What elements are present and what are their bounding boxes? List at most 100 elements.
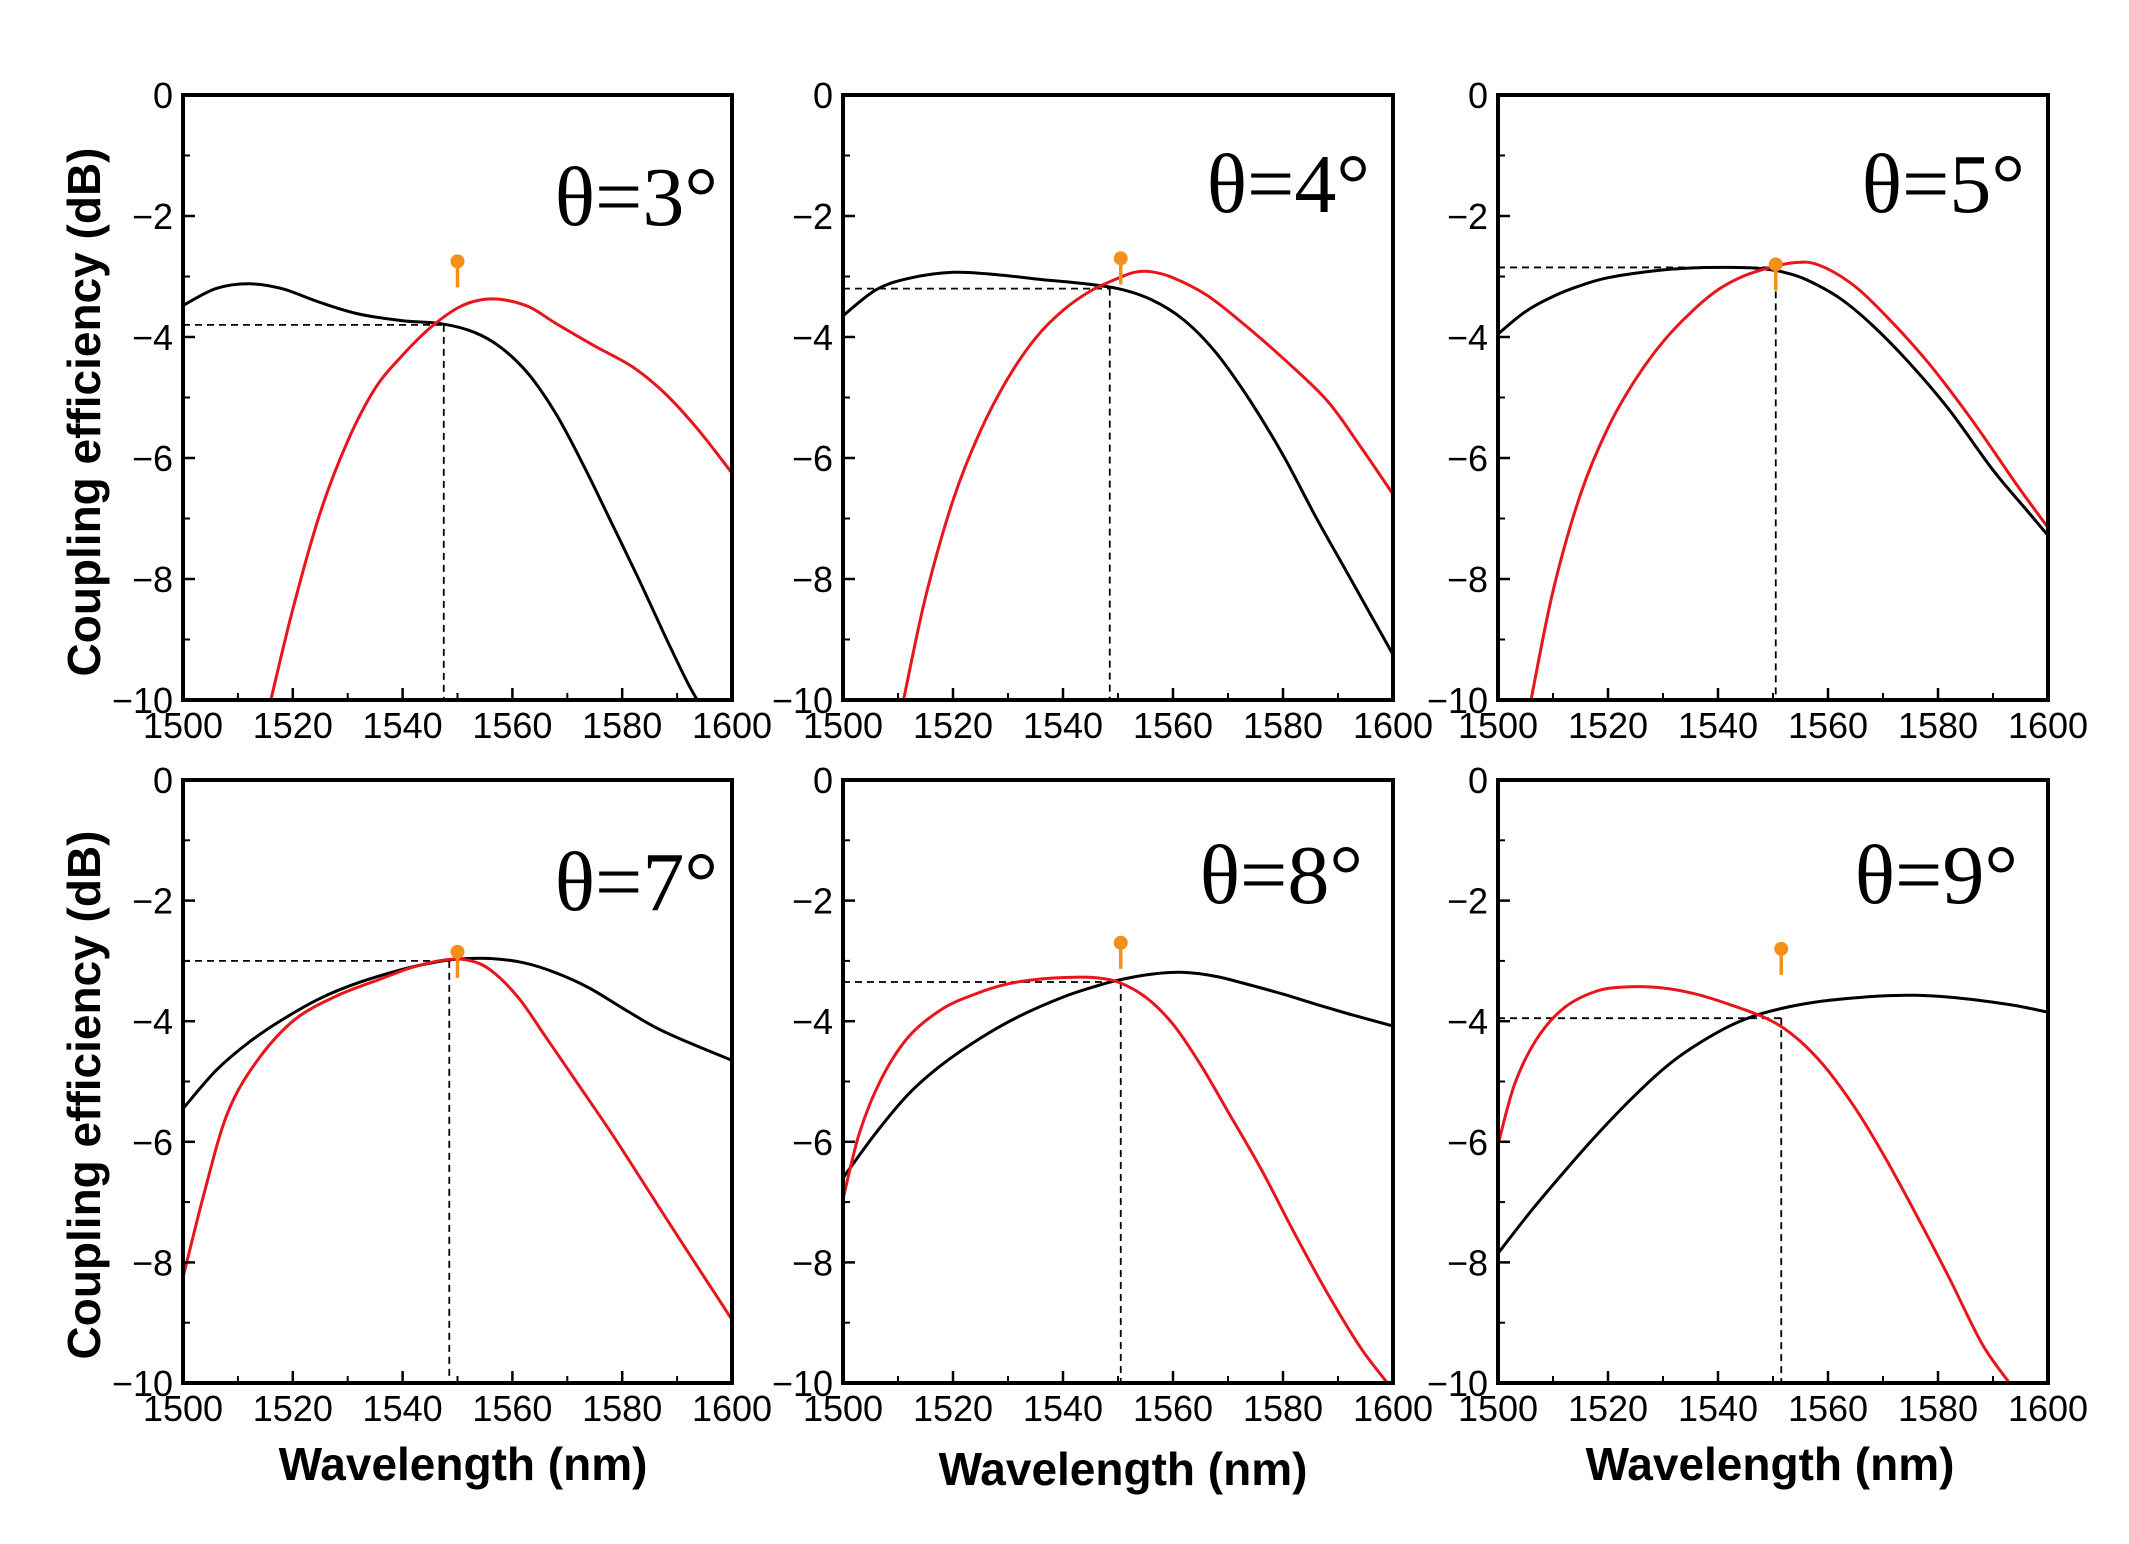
x-tick-label: 1500 xyxy=(803,1388,883,1429)
y-tick-label: −6 xyxy=(132,1122,173,1163)
y-tick-label: −6 xyxy=(792,438,833,479)
panel-label: θ=5° xyxy=(1862,138,2025,231)
x-tick-label: 1500 xyxy=(143,705,223,746)
y-tick-label: −6 xyxy=(1447,438,1488,479)
x-tick-label: 1600 xyxy=(2008,1388,2088,1429)
series-black xyxy=(843,970,1393,1179)
y-tick-label: −8 xyxy=(132,559,173,600)
x-tick-label: 1500 xyxy=(143,1388,223,1429)
y-axis-title-bottom: Coupling efficiency (dB) xyxy=(58,831,110,1360)
x-tick-label: 1600 xyxy=(2008,705,2088,746)
panel-4: 1500 1520 1540 1560 1580 1600 0 −2 −4 −6 −8 −10 θ=7° xyxy=(112,760,772,1429)
y-axis-title-top: Coupling efficiency (dB) xyxy=(58,148,110,677)
y-tick-label: −8 xyxy=(132,1242,173,1283)
series-black xyxy=(1498,993,2048,1255)
x-tick-label: 1520 xyxy=(1568,705,1648,746)
panel-label: θ=4° xyxy=(1207,138,1370,231)
x-tick-label: 1540 xyxy=(1678,1388,1758,1429)
panel-label: θ=7° xyxy=(555,836,718,929)
x-tick-label: 1560 xyxy=(472,1388,552,1429)
y-tick-label: −4 xyxy=(792,1001,833,1042)
y-tick-label: −10 xyxy=(772,680,833,721)
x-tick-label: 1520 xyxy=(253,1388,333,1429)
y-tick-label: −2 xyxy=(132,196,173,237)
x-tick-label: 1580 xyxy=(1243,1388,1323,1429)
y-tick-label: 0 xyxy=(1468,760,1488,801)
y-tick-label: 0 xyxy=(1468,75,1488,116)
y-tick-label: −6 xyxy=(132,438,173,479)
x-tick-label: 1580 xyxy=(582,1388,662,1429)
y-tick-label: −2 xyxy=(792,881,833,922)
y-tick-label: −6 xyxy=(792,1122,833,1163)
x-tick-label: 1560 xyxy=(472,705,552,746)
x-tick-label: 1560 xyxy=(1133,705,1213,746)
marker-dot xyxy=(1113,251,1128,266)
x-tick-label: 1580 xyxy=(1243,705,1323,746)
x-tick-label: 1500 xyxy=(1458,705,1538,746)
x-tick-label: 1540 xyxy=(1023,1388,1103,1429)
x-tick-label: 1520 xyxy=(1568,1388,1648,1429)
y-tick-label: −2 xyxy=(132,881,173,922)
panel-label: θ=8° xyxy=(1200,829,1363,922)
x-tick-label: 1560 xyxy=(1788,1388,1868,1429)
x-tick-label: 1540 xyxy=(363,1388,443,1429)
series-black xyxy=(183,956,732,1110)
panel-6: 1500 1520 1540 1560 1580 1600 0 −2 −4 −6 −8 −10 θ=9° xyxy=(1427,760,2088,1429)
x-tick-label: 1580 xyxy=(1898,705,1978,746)
series-red xyxy=(843,975,1389,1383)
x-tick-label: 1520 xyxy=(913,1388,993,1429)
x-tick-label: 1500 xyxy=(1458,1388,1538,1429)
y-tick-label: −4 xyxy=(132,317,173,358)
series-black xyxy=(843,270,1393,656)
y-tick-label: −10 xyxy=(1427,1363,1488,1404)
x-tick-label: 1560 xyxy=(1788,705,1868,746)
series-red xyxy=(183,957,732,1321)
x-tick-label: 1520 xyxy=(253,705,333,746)
x-tick-label: 1600 xyxy=(692,705,772,746)
series-red xyxy=(1529,260,2048,700)
series-red xyxy=(1498,985,2011,1383)
series-red xyxy=(902,269,1393,700)
y-tick-label: −2 xyxy=(1447,196,1488,237)
y-tick-label: −10 xyxy=(772,1363,833,1404)
x-axis-title-col1: Wavelength (nm) xyxy=(279,1438,648,1490)
marker-dot xyxy=(1774,941,1789,956)
x-tick-label: 1600 xyxy=(1353,1388,1433,1429)
y-tick-label: −2 xyxy=(1447,881,1488,922)
y-tick-label: −4 xyxy=(132,1001,173,1042)
y-tick-label: −8 xyxy=(792,1242,833,1283)
y-tick-label: 0 xyxy=(153,760,173,801)
x-axis-title-col3: Wavelength (nm) xyxy=(1586,1438,1955,1490)
y-tick-label: −8 xyxy=(792,559,833,600)
y-tick-label: −8 xyxy=(1447,1242,1488,1283)
y-tick-label: −2 xyxy=(792,196,833,237)
marker-dot xyxy=(450,254,465,269)
panel-5: 1500 1520 1540 1560 1580 1600 0 −2 −4 −6 −8 −10 θ=8° xyxy=(772,760,1433,1429)
panel-1: 1500 1520 1540 1560 1580 1600 0 −2 −4 −6 −8 −10 θ=3° xyxy=(112,75,772,746)
panel-label: θ=9° xyxy=(1855,829,2018,922)
y-tick-label: 0 xyxy=(813,75,833,116)
x-tick-label: 1540 xyxy=(1678,705,1758,746)
x-tick-label: 1580 xyxy=(1898,1388,1978,1429)
panel-3: 1500 1520 1540 1560 1580 1600 0 −2 −4 −6 −8 −10 θ=5° xyxy=(1427,75,2088,746)
x-tick-label: 1520 xyxy=(913,705,993,746)
y-tick-label: −4 xyxy=(1447,317,1488,358)
y-tick-label: −10 xyxy=(1427,680,1488,721)
x-tick-label: 1580 xyxy=(582,705,662,746)
y-tick-label: −6 xyxy=(1447,1122,1488,1163)
marker-dot xyxy=(1113,935,1128,950)
x-tick-label: 1540 xyxy=(1023,705,1103,746)
x-tick-label: 1500 xyxy=(803,705,883,746)
x-tick-label: 1600 xyxy=(1353,705,1433,746)
y-tick-label: −8 xyxy=(1447,559,1488,600)
y-tick-label: −10 xyxy=(112,1363,173,1404)
series-red xyxy=(269,297,732,700)
panel-label: θ=3° xyxy=(555,151,718,244)
y-tick-label: −4 xyxy=(1447,1001,1488,1042)
marker-dot xyxy=(450,944,465,959)
x-axis-title-col2: Wavelength (nm) xyxy=(939,1443,1308,1495)
x-tick-label: 1540 xyxy=(363,705,443,746)
series-black xyxy=(183,282,699,700)
x-tick-label: 1600 xyxy=(692,1388,772,1429)
